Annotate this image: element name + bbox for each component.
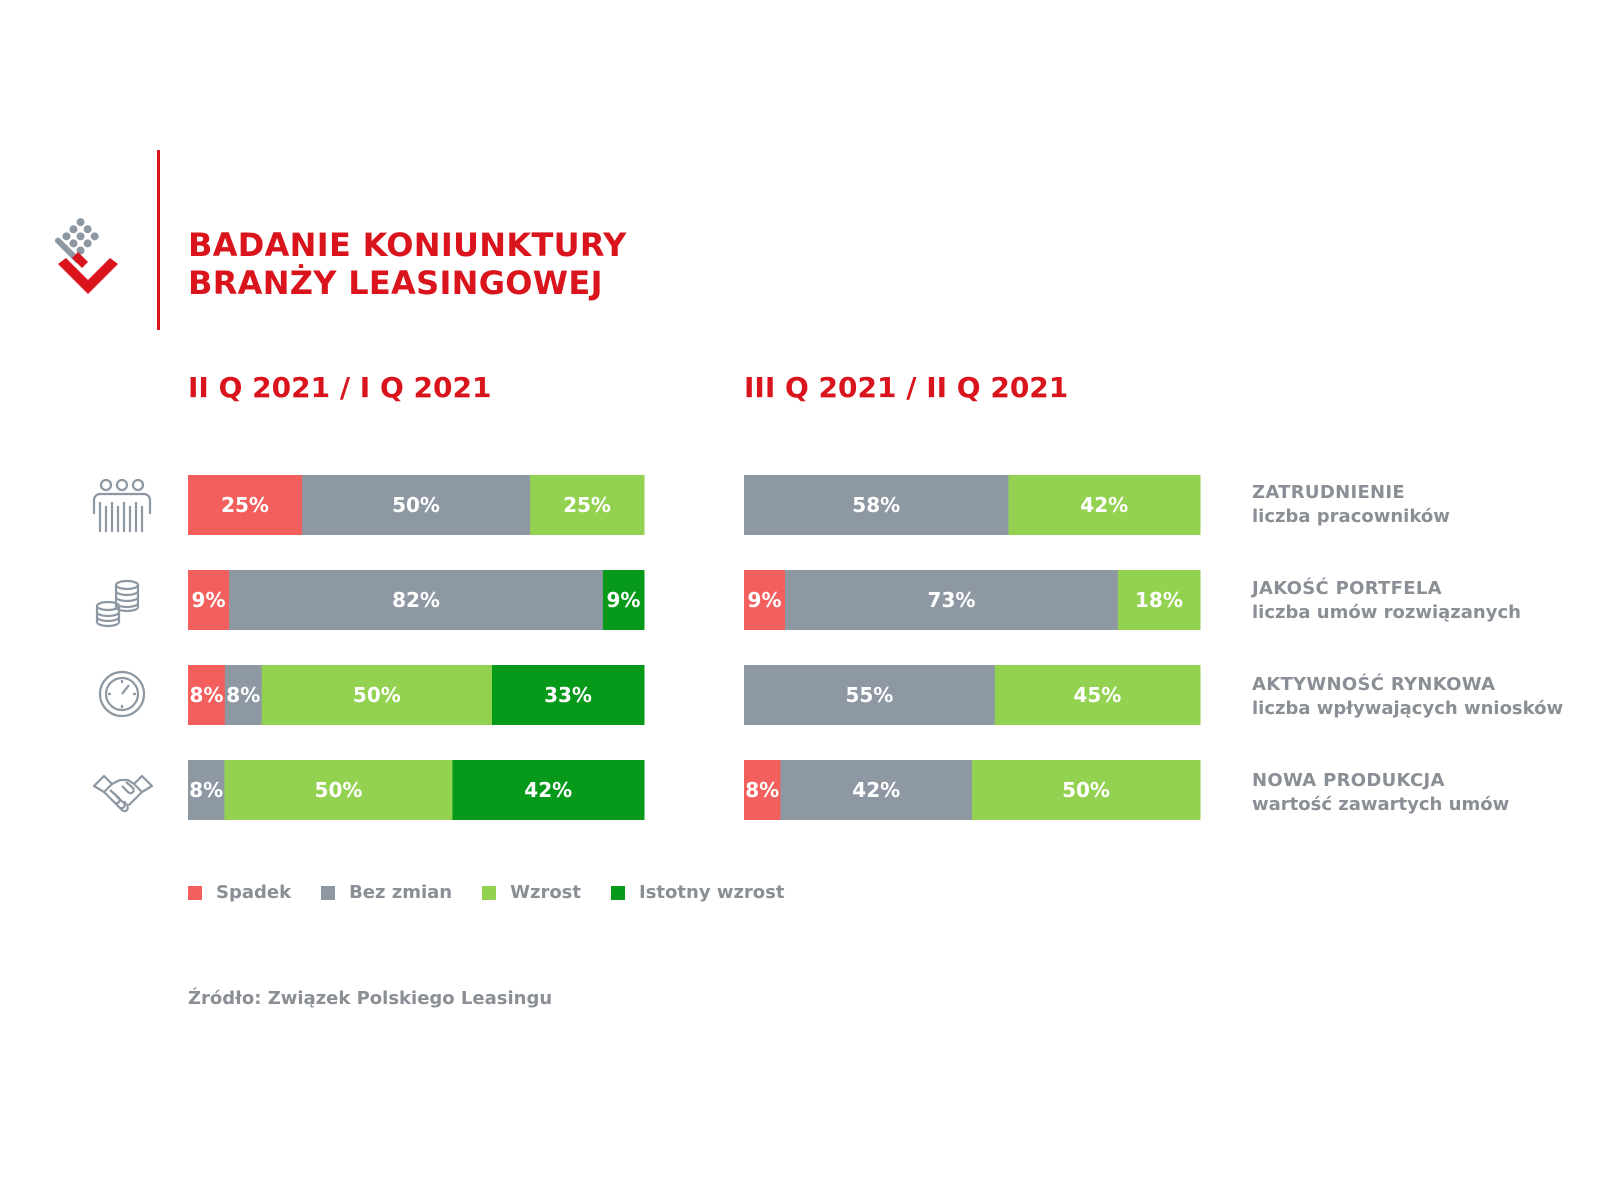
people-icon [92, 478, 152, 532]
bar-segment-c1-r3-s2 [224, 665, 263, 725]
title-divider [157, 150, 160, 330]
legend-item-spadek: Spadek [188, 882, 291, 903]
bar-label-c2-r3-s2: 55% [845, 683, 893, 707]
bar-segment-c2-r1-s2 [744, 475, 1009, 535]
bar-segment-c1-r1-s1 [188, 475, 303, 535]
legend-item-istotny-wzrost: Istotny wzrost [611, 882, 784, 903]
legend-swatch-bez-zmian [321, 885, 336, 900]
bar-segment-c1-r2-s2 [229, 570, 604, 630]
row-label-1-title: ZATRUDNIENIE [1252, 482, 1405, 503]
bar-label-c1-r2-s1: 9% [192, 588, 226, 612]
legend-swatch-wzrost [482, 885, 497, 900]
bar-segment-c2-r2-s1 [744, 570, 786, 630]
clock-icon [98, 670, 146, 718]
bar-segment-c1-r2-s4 [602, 570, 645, 630]
legend-swatch-spadek [188, 885, 202, 900]
bar-label-c2-r2-s2: 73% [928, 588, 976, 612]
row-label-4-title: NOWA PRODUKCJA [1252, 770, 1445, 791]
bar-segment-c2-r4-s2 [780, 760, 973, 820]
bar-segment-c2-r4-s3 [972, 760, 1201, 820]
bar-label-c2-r1-s3: 42% [1080, 493, 1128, 517]
legend-item-bez-zmian: Bez zmian [321, 882, 452, 903]
bar-segment-c1-r1-s2 [302, 475, 531, 535]
legend-label-spadek: Spadek [216, 882, 292, 903]
bar-label-c1-r3-s2: 8% [226, 683, 260, 707]
bar-segment-c1-r4-s2 [188, 760, 225, 820]
bar-label-c2-r4-s2: 42% [852, 778, 900, 802]
bar-label-c1-r1-s2: 50% [392, 493, 440, 517]
chart-2-title: III Q 2021 / II Q 2021 [744, 371, 1069, 404]
chart-1-title: II Q 2021 / I Q 2021 [188, 371, 492, 404]
bar-label-c1-r4-s2: 8% [189, 778, 223, 802]
chart-legend: Spadek Bez zmian Wzrost Istotny wzrost [188, 882, 814, 903]
row-label-2: JAKOŚĆ PORTFELA liczba umów rozwiązanych [1252, 577, 1521, 625]
legend-label-bez-zmian: Bez zmian [349, 882, 453, 903]
bar-segment-c1-r2-s1 [188, 570, 230, 630]
bar-label-c1-r1-s3: 25% [563, 493, 611, 517]
leasing-logo [54, 218, 118, 294]
bar-segment-c2-r1-s3 [1008, 475, 1201, 535]
bar-label-c1-r3-s4: 33% [544, 683, 592, 707]
legend-label-wzrost: Wzrost [510, 882, 582, 903]
row-label-3: AKTYWNOŚĆ RYNKOWA liczba wpływających wn… [1252, 673, 1563, 721]
bar-label-c1-r2-s4: 9% [606, 588, 640, 612]
bar-label-c1-r3-s3: 50% [353, 683, 401, 707]
bar-label-c2-r3-s3: 45% [1073, 683, 1121, 707]
bar-segment-c1-r3-s4 [492, 665, 645, 725]
bar-segment-c1-r1-s3 [530, 475, 645, 535]
handshake-icon [92, 774, 154, 813]
bar-segment-c2-r3-s3 [994, 665, 1201, 725]
legend-label-istotny-wzrost: Istotny wzrost [639, 882, 785, 903]
bar-label-c2-r4-s1: 8% [745, 778, 779, 802]
legend-item-wzrost: Wzrost [482, 882, 581, 903]
bar-segment-c1-r4-s3 [224, 760, 453, 820]
bar-label-c2-r4-s3: 50% [1062, 778, 1110, 802]
bar-segment-c2-r2-s2 [785, 570, 1119, 630]
bar-segment-c1-r3-s1 [188, 665, 226, 725]
bar-segment-c1-r4-s4 [452, 760, 645, 820]
row-label-2-subtitle: liczba umów rozwiązanych [1252, 602, 1521, 623]
row-label-1-subtitle: liczba pracowników [1252, 506, 1450, 527]
row-label-4-subtitle: wartość zawartych umów [1252, 794, 1510, 815]
coins-icon [95, 579, 140, 628]
page-title: BADANIE KONIUNKTURY BRANŻY LEASINGOWEJ [188, 226, 627, 302]
row-label-1: ZATRUDNIENIE liczba pracowników [1252, 481, 1450, 529]
row-label-4: NOWA PRODUKCJA wartość zawartych umów [1252, 769, 1509, 817]
bar-label-c1-r4-s3: 50% [315, 778, 363, 802]
bar-segment-c2-r3-s2 [744, 665, 996, 725]
title-line-2: BRANŻY LEASINGOWEJ [188, 264, 603, 302]
row-label-3-subtitle: liczba wpływających wniosków [1252, 698, 1564, 719]
title-line-1: BADANIE KONIUNKTURY [188, 226, 627, 264]
bar-label-c1-r4-s4: 42% [524, 778, 572, 802]
bar-label-c2-r2-s3: 18% [1135, 588, 1183, 612]
source-note: Źródło: Związek Polskiego Leasingu [188, 988, 553, 1009]
bar-label-c1-r2-s2: 82% [392, 588, 440, 612]
bar-segment-c1-r3-s3 [261, 665, 493, 725]
bar-label-c2-r1-s2: 58% [852, 493, 900, 517]
bar-label-c1-r3-s1: 8% [189, 683, 223, 707]
row-label-3-title: AKTYWNOŚĆ RYNKOWA [1252, 674, 1496, 695]
bar-segment-c2-r2-s3 [1117, 570, 1201, 630]
legend-swatch-istotny-wzrost [611, 885, 626, 900]
bar-label-c2-r2-s1: 9% [748, 588, 782, 612]
bar-segment-c2-r4-s1 [744, 760, 781, 820]
bar-label-c1-r1-s1: 25% [221, 493, 269, 517]
row-label-2-title: JAKOŚĆ PORTFELA [1252, 578, 1442, 599]
